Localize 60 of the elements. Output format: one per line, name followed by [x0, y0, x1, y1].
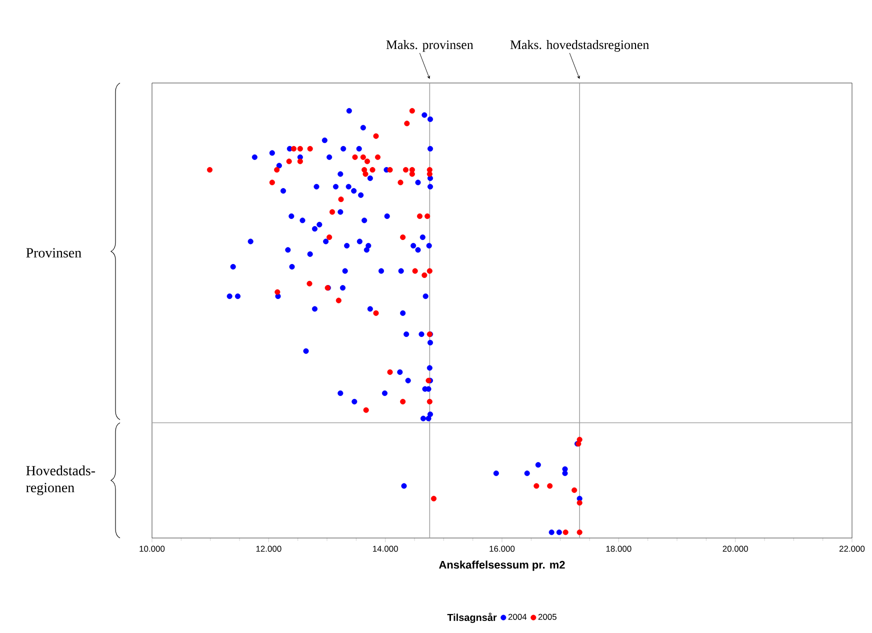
- point: [400, 234, 406, 240]
- x-tick-label: 10.000: [140, 546, 165, 552]
- point: [336, 298, 342, 304]
- point: [297, 146, 303, 152]
- point: [398, 180, 404, 186]
- point: [576, 530, 582, 536]
- point: [387, 167, 393, 173]
- point: [426, 268, 432, 274]
- point: [290, 146, 297, 152]
- point: [373, 133, 379, 139]
- ref-line-label: Maks. hovedstadsregionen: [510, 40, 649, 52]
- point: [206, 167, 213, 173]
- x-tick-label: 14.000: [373, 546, 398, 552]
- point: [402, 167, 409, 173]
- text: Hovedstads-regionen: [26, 466, 96, 496]
- text: Provinsen: [26, 248, 82, 258]
- x-tick-label: 12.000: [256, 546, 282, 552]
- point: [297, 158, 303, 164]
- point: [534, 483, 540, 489]
- point: [274, 289, 280, 295]
- point: [400, 398, 406, 404]
- point: [430, 496, 437, 502]
- x-tick-label: 16.000: [490, 546, 515, 552]
- x-axis-title: Anskaffelsessum pr. m2: [439, 560, 565, 571]
- point: [374, 154, 381, 160]
- point: [387, 369, 393, 375]
- point: [363, 407, 369, 413]
- point: [286, 158, 292, 164]
- point: [422, 272, 428, 278]
- point: [426, 398, 432, 404]
- x-tick-label: 22.000: [839, 546, 865, 552]
- point: [373, 310, 379, 316]
- point: [416, 213, 423, 219]
- x-tick-label: 18.000: [606, 546, 632, 552]
- point: [269, 180, 275, 186]
- point: [424, 213, 430, 219]
- point: [409, 108, 415, 114]
- point: [370, 167, 376, 173]
- point: [364, 158, 370, 164]
- point: [360, 154, 366, 160]
- point: [274, 167, 280, 173]
- point: [362, 171, 368, 177]
- point: [307, 146, 313, 152]
- x-tick-label: 20.000: [722, 546, 748, 552]
- point: [326, 234, 332, 240]
- point: [412, 268, 418, 274]
- point: [329, 209, 336, 215]
- point: [338, 196, 344, 202]
- point: [576, 500, 582, 506]
- point: [404, 120, 410, 126]
- legend-label: 2004: [508, 614, 527, 620]
- point: [306, 280, 312, 286]
- point: [547, 483, 553, 489]
- point: [572, 487, 578, 493]
- point: [352, 154, 358, 160]
- point: [562, 530, 568, 536]
- point: [576, 436, 582, 442]
- ref-line-label: Maks. provinsen: [386, 40, 474, 52]
- legend-label: 2005: [538, 614, 556, 620]
- legend-title: Tilsagnsår: [447, 612, 497, 624]
